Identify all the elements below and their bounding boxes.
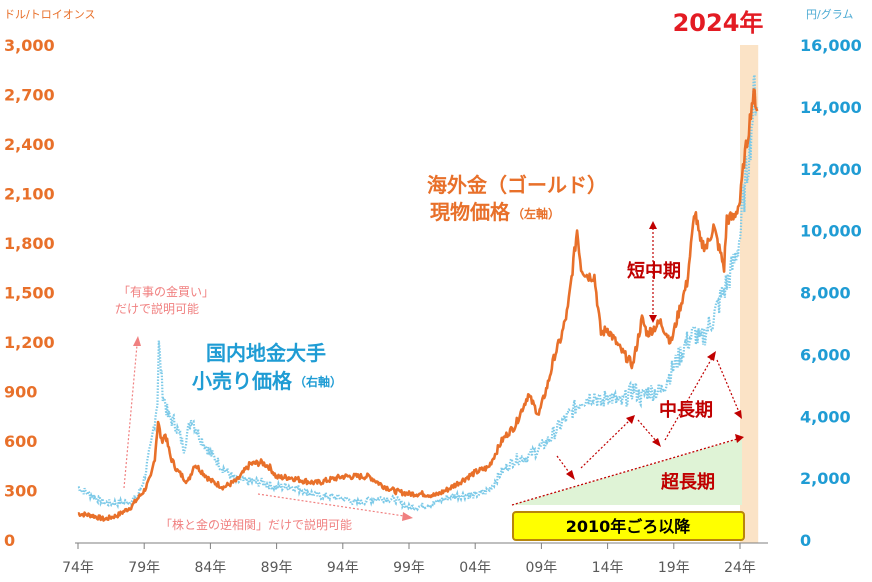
left-tick-label: 900	[4, 383, 37, 402]
left-tick-label: 1,200	[4, 333, 55, 352]
series-line-global-spot	[77, 88, 759, 522]
x-tick-label: 94年	[327, 560, 359, 576]
series-line-domestic-retail	[77, 74, 759, 514]
x-tick-label: 14年	[592, 560, 624, 576]
right-tick-label: 4,000	[800, 407, 851, 426]
left-tick-label: 300	[4, 482, 37, 501]
global-series-label-line2: 現物価格	[430, 200, 511, 224]
x-tick-label: 84年	[194, 560, 226, 576]
stock-corr-arrow	[257, 493, 405, 517]
mid-long-arrow-heads	[566, 351, 742, 480]
domestic-series-label-line2: 小売り価格	[192, 369, 293, 393]
left-tick-label: 2,400	[4, 135, 55, 154]
left-tick-label: 1,800	[4, 234, 55, 253]
left-tick-label: 2,100	[4, 185, 55, 204]
x-tick-label: 79年	[128, 560, 160, 576]
mid-long-arrows	[556, 357, 740, 476]
stock-corr-annotation: 「株と金の逆相関」だけで説明可能	[160, 517, 352, 532]
super-long-trend-line	[511, 438, 738, 506]
left-tick-label: 3,000	[4, 36, 55, 55]
short-mid-arrow-head-down	[649, 315, 657, 323]
year-2024-highlight-band	[740, 45, 759, 543]
x-axis-ticks: 74年 79年 84年 89年 94年 99年 04年 09年 14年 19年 24年	[62, 543, 756, 576]
right-tick-label: 14,000	[800, 98, 862, 117]
domestic-series-axis-note: （右軸）	[294, 374, 342, 389]
super-long-label: 超長期	[661, 471, 715, 493]
right-tick-label: 8,000	[800, 284, 851, 303]
left-tick-label: 600	[4, 432, 37, 451]
stock-corr-arrow-head	[402, 512, 413, 521]
x-tick-label: 74年	[62, 560, 94, 576]
since-2010-label: 2010年ごろ以降	[566, 517, 692, 536]
super-long-arrow-head	[735, 434, 744, 443]
right-tick-label: 12,000	[800, 160, 862, 179]
left-axis-tick-labels: 0 300 600 900 1,200 1,500 1,800 2,100 2,400 2,700…	[4, 36, 55, 550]
right-tick-label: 0	[800, 531, 811, 550]
right-tick-label: 6,000	[800, 345, 851, 364]
right-tick-label: 10,000	[800, 222, 862, 241]
mid-long-label: 中長期	[659, 399, 713, 421]
chart-title: 2024年	[673, 9, 764, 37]
x-tick-label: 89年	[261, 560, 293, 576]
x-tick-label: 04年	[459, 560, 491, 576]
right-tick-label: 2,000	[800, 469, 851, 488]
right-axis-tick-labels: 0 2,000 4,000 6,000 8,000 10,000 12,000 14,000 1…	[800, 36, 862, 550]
x-tick-label: 09年	[525, 560, 557, 576]
x-tick-label: 24年	[724, 560, 756, 576]
crisis-annotation-line2: だけで説明可能	[115, 301, 199, 316]
left-tick-label: 1,500	[4, 284, 55, 303]
left-tick-label: 2,700	[4, 86, 55, 105]
since-2010-box	[512, 511, 745, 541]
x-tick-label: 19年	[658, 560, 690, 576]
super-long-trend-area	[512, 438, 742, 505]
x-tick-label: 99年	[393, 560, 425, 576]
left-axis-unit: ドル/トロイオンス	[4, 8, 96, 21]
left-tick-label: 0	[4, 531, 15, 550]
domestic-series-label-line1: 国内地金大手	[206, 341, 326, 365]
short-mid-arrow-head-up	[649, 221, 657, 229]
global-series-label-line1: 海外金（ゴールド）	[427, 173, 607, 197]
short-mid-label: 短中期	[627, 260, 681, 282]
crisis-annotation-line1: 「有事の金買い」	[118, 284, 214, 299]
crisis-arrow-head	[133, 336, 141, 346]
right-axis-unit: 円/グラム	[806, 7, 853, 21]
crisis-arrow	[123, 344, 138, 489]
global-series-axis-note: （左軸）	[512, 206, 560, 221]
right-tick-label: 16,000	[800, 36, 862, 55]
